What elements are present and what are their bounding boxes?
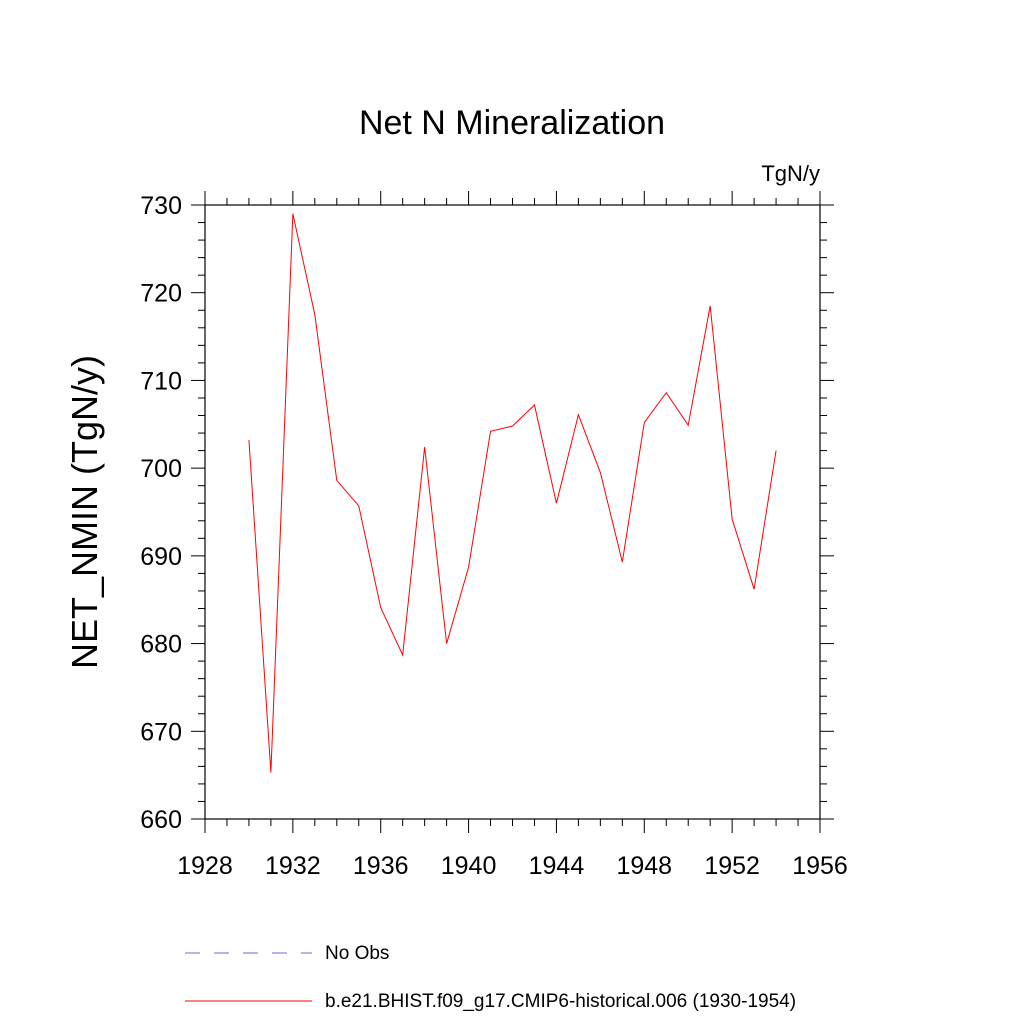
- y-tick-label: 660: [140, 806, 182, 834]
- x-tick-label: 1932: [265, 852, 321, 880]
- units-label: TgN/y: [761, 161, 820, 186]
- legend-label-historical: b.e21.BHIST.f09_g17.CMIP6-historical.006…: [325, 991, 796, 1012]
- axis-ticks: [191, 191, 834, 833]
- y-tick-label: 720: [140, 280, 182, 308]
- chart-title: Net N Mineralization: [359, 104, 665, 142]
- series-line-1: [248, 213, 777, 773]
- x-tick-label: 1956: [792, 852, 848, 880]
- y-tick-label: 710: [140, 367, 182, 395]
- x-tick-label: 1944: [529, 852, 585, 880]
- plot-frame: [204, 204, 821, 820]
- x-tick-label: 1928: [177, 852, 233, 880]
- x-tick-label: 1952: [704, 852, 760, 880]
- axis-tick-labels: 1928 1932 1936 1940 1944 1948 1952 1956 660 670 68…: [140, 192, 848, 880]
- y-tick-label: 680: [140, 631, 182, 659]
- y-tick-label: 670: [140, 718, 182, 746]
- legend-label-no-obs: No Obs: [325, 943, 389, 964]
- data-series: [248, 213, 777, 773]
- legend: No Obs b.e21.BHIST.f09_g17.CMIP6-histori…: [185, 943, 796, 1012]
- y-tick-label: 700: [140, 455, 182, 483]
- x-tick-label: 1948: [616, 852, 672, 880]
- y-axis-label: NET_NMIN (TgN/y): [64, 355, 105, 669]
- y-tick-label: 690: [140, 543, 182, 571]
- x-tick-label: 1936: [353, 852, 409, 880]
- x-tick-label: 1940: [441, 852, 497, 880]
- y-tick-label: 730: [140, 192, 182, 220]
